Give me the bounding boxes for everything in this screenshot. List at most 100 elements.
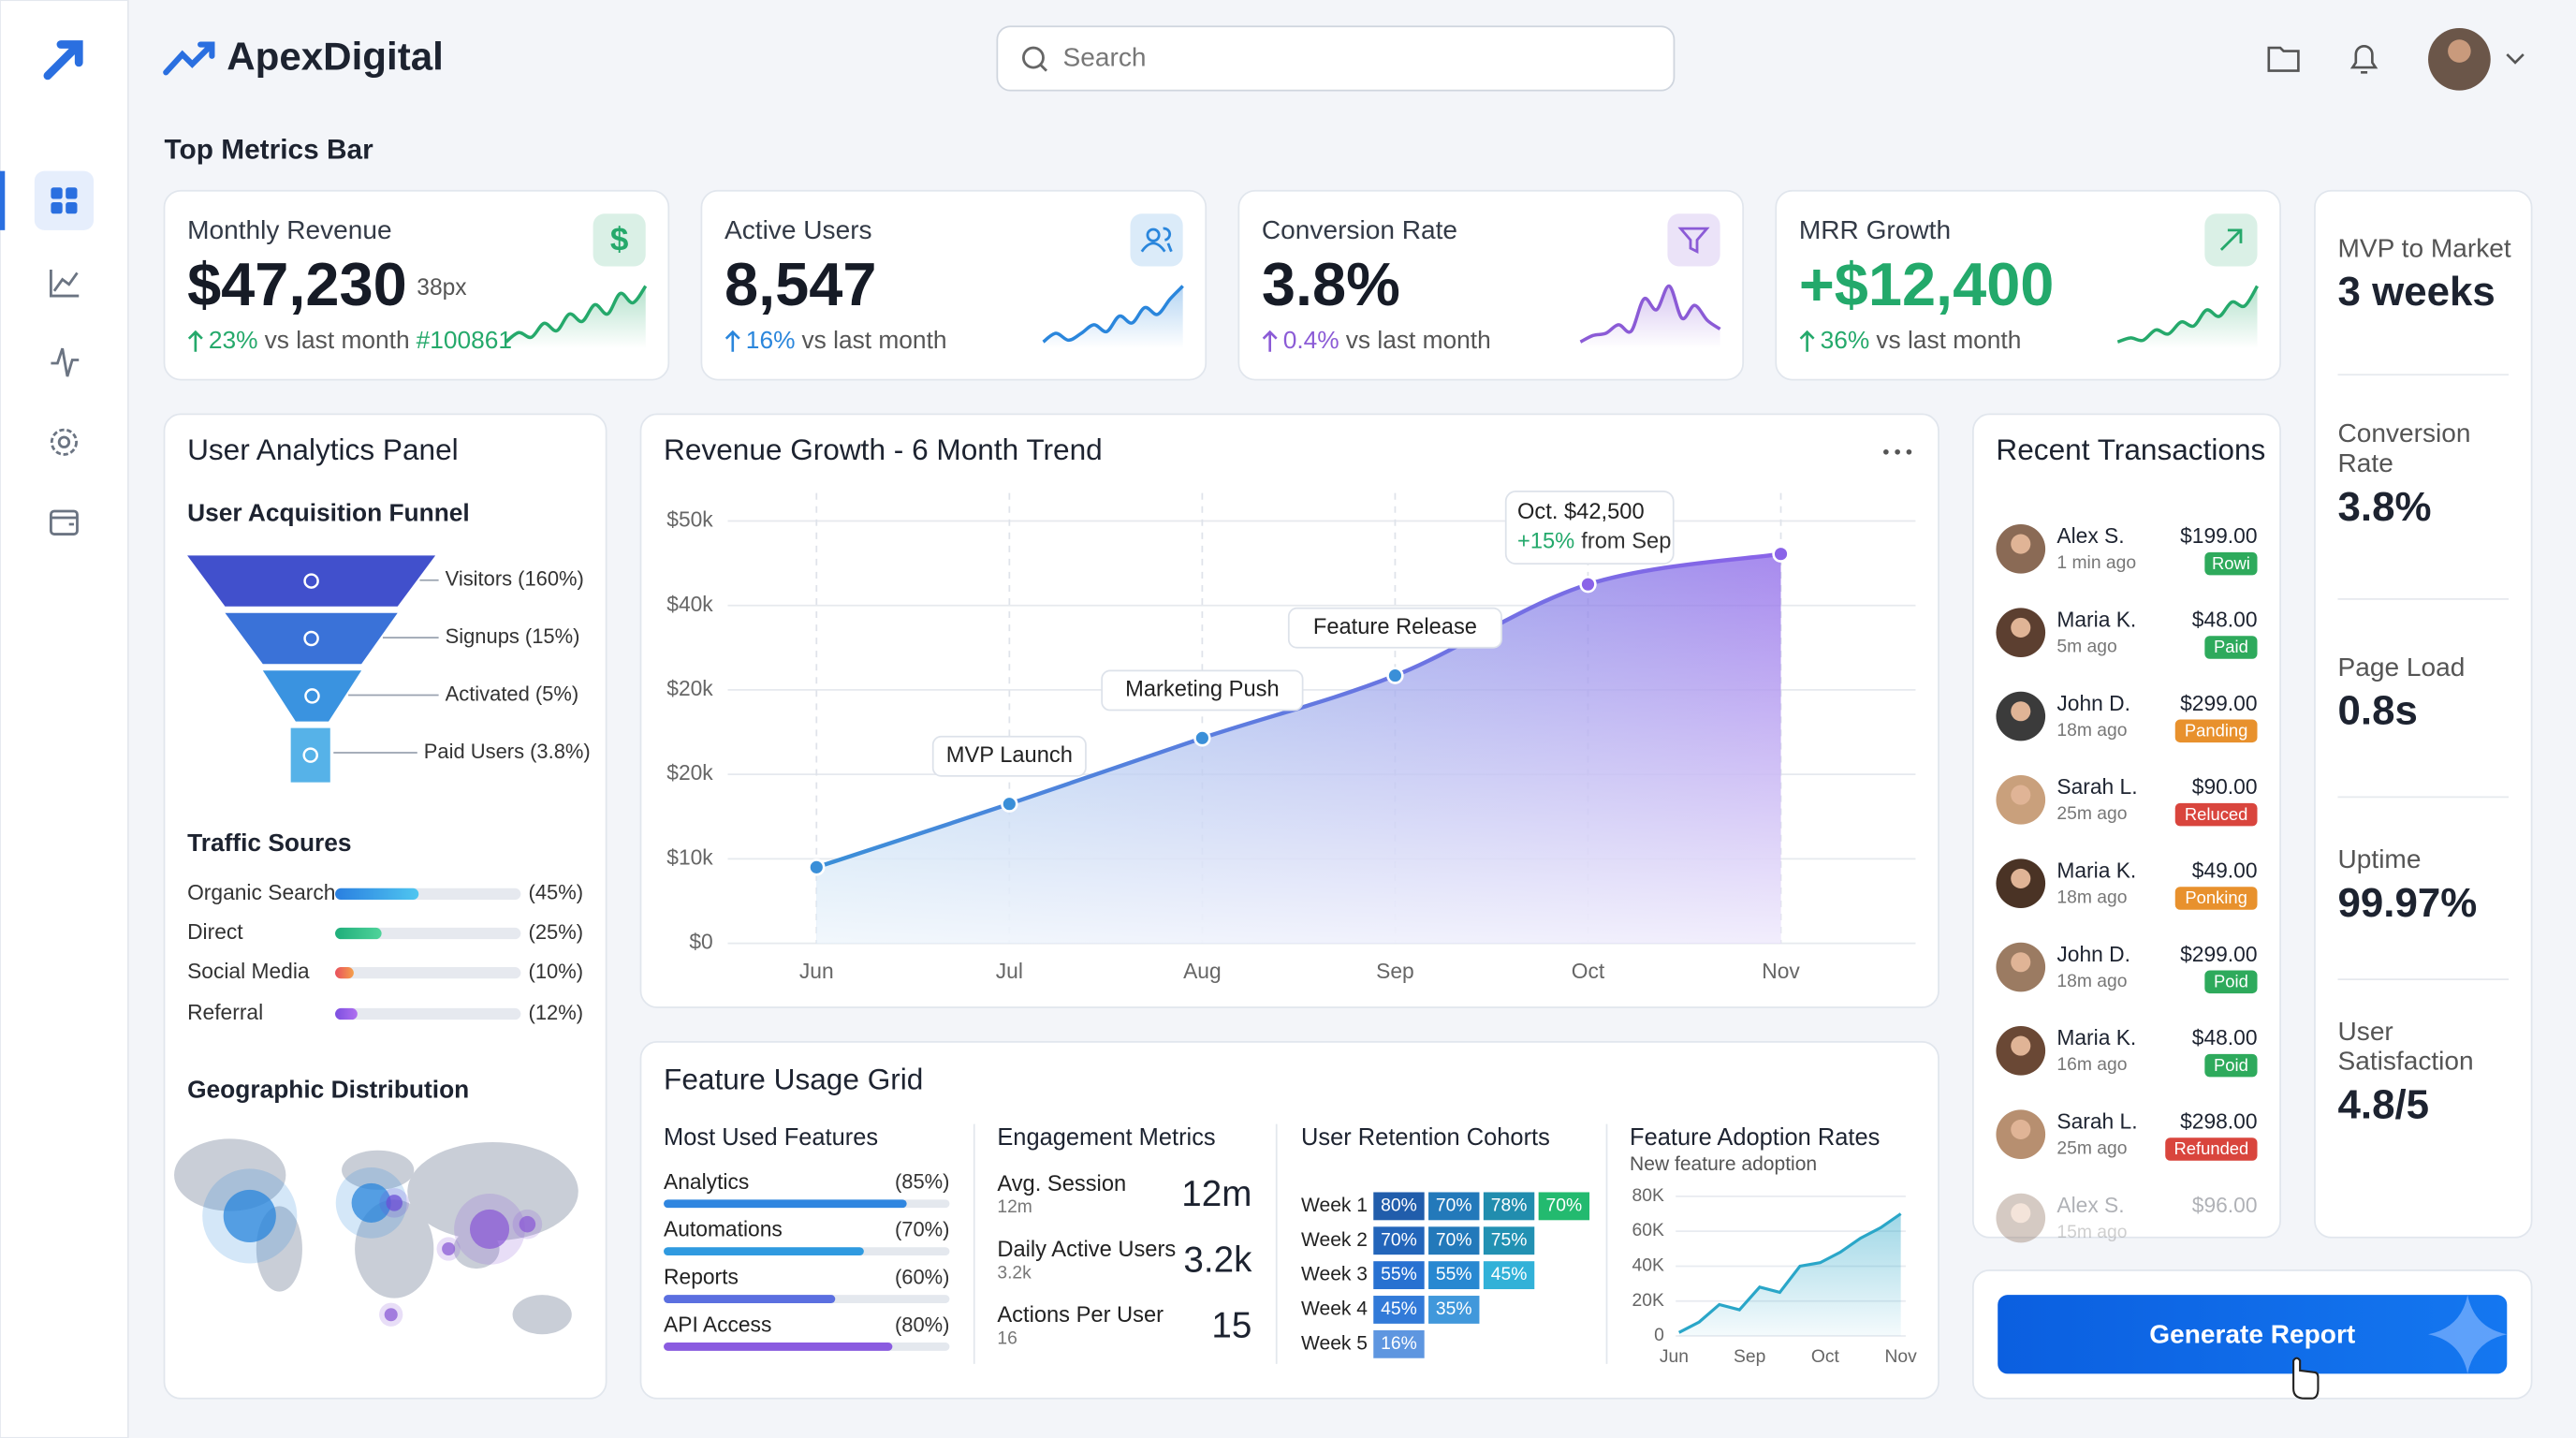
x-tick-label: Jun [1660,1347,1689,1367]
transaction-time: 18m ago [2056,972,2127,991]
tooltip-title: Oct. $42,500 [1517,500,1645,524]
card [2314,189,2533,1239]
metric-note: 38px [417,276,467,301]
button-sparkle [2428,1295,2508,1374]
cohort-label: Week 3 [1301,1264,1368,1285]
cohort-cell [1483,1261,1535,1290]
y-tick-label: $40k [666,592,713,616]
sparkline [1579,284,1721,344]
annotation-text: MVP Launch [946,743,1073,768]
map-land [355,1199,434,1299]
brand-name: ApexDigital [227,34,444,78]
x-tick-label: Jul [996,959,1023,983]
revenue-point [808,858,826,876]
feature-name: Reports [664,1265,739,1289]
annotation-text: Marketing Push [1125,678,1280,702]
feature-bar [664,1247,864,1256]
status-badge [2204,970,2258,994]
engagement-sub: 12m [997,1197,1032,1217]
search-placeholder: Search [1063,43,1147,72]
sidebar [0,0,129,1438]
user-menu-chevron[interactable] [2506,53,2525,65]
engagement-value: 12m [1181,1174,1251,1214]
status-text: Rowi [2212,553,2250,573]
transaction-row: Alex S. 15m ago $96.00 [1996,1193,2258,1243]
adoption-line [1677,1212,1902,1334]
cohort-value: 35% [1436,1299,1472,1319]
transaction-name: Alex S. [2056,1193,2124,1217]
stat-label: Page Load [2338,653,2466,682]
nav-settings[interactable] [50,428,79,456]
revenue-point [1193,729,1211,747]
revenue-area-fade [816,553,1781,944]
search-box[interactable] [996,25,1676,92]
cohort-cell [1538,1192,1590,1221]
nav-wallet[interactable] [50,509,79,536]
status-text: Poid [2214,972,2248,991]
transaction-amount: $90.00 [2192,774,2258,799]
column-title: Most Used Features [664,1124,878,1151]
column-subtitle: New feature adoption [1630,1153,1817,1175]
engagement-value: 3.2k [1183,1240,1252,1280]
traffic-name: Social Media [187,959,310,983]
y-tick-label: $20k [666,676,713,700]
transaction-row: Alex S. 1 min ago $199.00 Rowi [1996,523,2258,576]
cohort-value: 55% [1381,1265,1417,1284]
transaction-avatar-face [2011,785,2031,805]
tooltip-box [1504,491,1675,565]
transaction-name: John D. [2056,691,2130,715]
cohort-value: 16% [1381,1334,1417,1354]
metric-change: 23% vs last month #100861 [209,326,512,354]
y-tick-label: $50k [666,507,713,532]
traffic-bar [335,927,382,940]
panel-title: User Analytics Panel [187,433,459,466]
cohort-label: Week 4 [1301,1299,1368,1320]
transaction-avatar-face [2011,1203,2031,1224]
transaction-avatar-face [2011,1119,2031,1139]
sparkline [2116,285,2260,344]
nav-analytics[interactable] [50,269,80,298]
card [639,1041,1939,1400]
feature-name: Analytics [664,1169,749,1194]
transaction-row: Maria K. 18m ago $49.00 Ponking [1996,858,2258,910]
change-value: 36% [1821,326,1870,354]
funnel-icon [304,688,320,704]
nav-activity[interactable] [51,347,80,377]
folder-icon[interactable] [2267,46,2300,72]
change-arrow [187,330,203,352]
nav-dashboard[interactable] [51,187,78,214]
transaction-time: 25m ago [2056,804,2127,824]
status-badge [2165,1137,2258,1161]
logo[interactable] [43,40,83,81]
generate-report-button[interactable] [1998,1295,2508,1374]
map-dot [386,1195,402,1211]
cohort-cell [1428,1296,1480,1324]
bell-icon[interactable] [2349,44,2378,74]
transaction-time: 18m ago [2056,721,2127,741]
transaction-row: Sarah L. 25m ago $90.00 Reluced [1996,774,2258,827]
transaction-avatar-face [2011,1035,2031,1056]
metric-icon-badge [1667,213,1720,267]
transaction-amount: $199.00 [2180,523,2257,548]
x-tick-label: Sep [1376,959,1414,983]
metric-value: 8,547 [724,250,876,318]
metric-change: 36% vs last month [1821,326,2022,354]
transaction-name: Maria K. [2056,858,2136,882]
icon [1677,227,1710,254]
stat-label: MVP to Market [2338,233,2511,262]
transaction-amount: $48.00 [2192,1025,2258,1049]
metric-value-text: 3.8% [1262,250,1400,318]
adoption-area [1678,1213,1901,1337]
metric-icon-badge [593,213,646,267]
map-land [512,1295,572,1335]
stat-label-line: Rate [2338,448,2393,477]
map-dot [442,1242,456,1256]
engagement-label: Avg. Session [997,1172,1126,1196]
feature-name: Automations [664,1217,783,1241]
funnel-label: Visitors (160%) [446,566,584,590]
icon [1140,227,1173,253]
change-value: 0.4% [1283,326,1339,354]
change-arrow [1262,330,1278,352]
funnel-label: Activated (5%) [446,682,579,705]
